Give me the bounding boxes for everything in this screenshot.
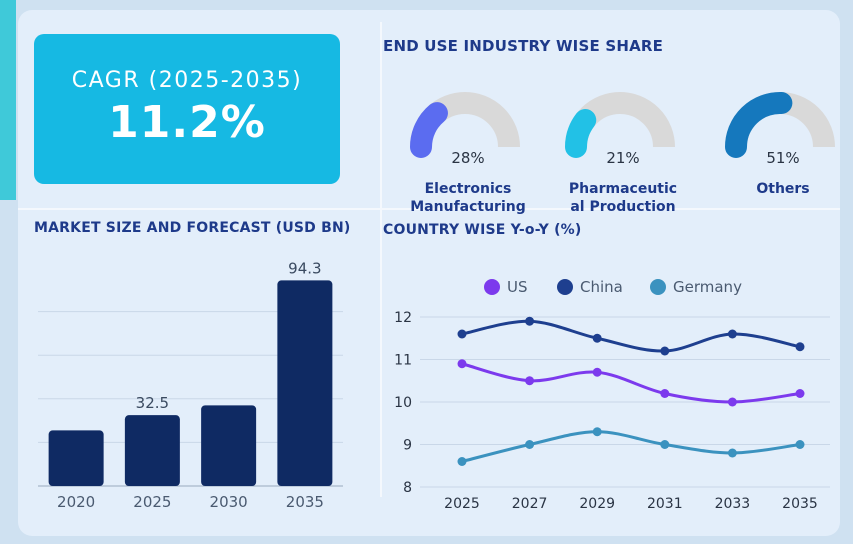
series-point-germany (525, 440, 535, 449)
x-tick-label: 2027 (512, 496, 548, 512)
bar-value-label: 32.5 (136, 394, 169, 412)
legend-label: US (507, 278, 528, 296)
gauge-label: Others (756, 181, 809, 197)
gauge-label: al Production (570, 199, 675, 215)
vertical-divider (380, 22, 382, 497)
x-tick-label: 2031 (647, 496, 683, 512)
bar-2020 (48, 430, 104, 486)
infographic-card: CAGR (2025-2035) 11.2% END USE INDUSTRY … (18, 10, 840, 536)
series-point-germany (457, 457, 467, 466)
gauge-label: Electronics (425, 181, 512, 197)
gauge-value: 21% (606, 149, 639, 167)
cagr-value: 11.2% (108, 97, 266, 148)
series-point-germany (660, 440, 670, 449)
series-point-china (795, 342, 805, 352)
legend-marker-us (484, 279, 500, 295)
x-tick-label: 2025 (133, 493, 171, 511)
gauge-fill-2 (565, 109, 597, 158)
country-line-chart: 8 9 10 11 12 2025 2027 2029 2031 2033 2035 US China G… (394, 278, 830, 512)
bar-2035 (277, 280, 333, 486)
x-tick-label: 2035 (782, 496, 818, 512)
series-point-us (525, 376, 535, 386)
bar-2025 (124, 415, 180, 486)
x-tick-label: 2025 (444, 496, 480, 512)
series-point-us (457, 359, 467, 369)
series-point-germany (795, 440, 805, 449)
series-point-us (727, 397, 737, 407)
market-title: MARKET SIZE AND FORECAST (USD BN) (34, 220, 351, 236)
gauge-value: 51% (766, 149, 799, 167)
series-line-germany (461, 430, 801, 463)
series-point-china (660, 346, 670, 356)
cagr-label: CAGR (2025-2035) (71, 68, 303, 93)
end-use-title: END USE INDUSTRY WISE SHARE (383, 37, 664, 55)
end-use-gauges: 28% Electronics Manufacturing 21% Pharmaceut… (410, 92, 835, 215)
gauge-fill-3 (725, 92, 793, 158)
series-point-germany (592, 427, 602, 437)
series-point-china (727, 329, 737, 339)
x-tick-label: 2020 (57, 493, 95, 511)
x-tick-label: 2029 (579, 496, 615, 512)
y-tick-label: 11 (394, 353, 412, 369)
series-point-china (525, 316, 535, 326)
legend-marker-china (557, 279, 573, 295)
gauge-label: Pharmaceutic (569, 181, 677, 197)
gauge-label: Manufacturing (410, 199, 526, 215)
country-title: COUNTRY WISE Y-o-Y (%) (383, 222, 582, 238)
series-point-us (795, 389, 805, 398)
legend-label: China (580, 278, 623, 296)
gauge-fill-1 (410, 102, 448, 158)
x-tick-label: 2035 (286, 493, 324, 511)
y-tick-label: 12 (394, 310, 412, 326)
y-tick-label: 10 (394, 395, 412, 411)
legend-marker-germany (650, 279, 666, 295)
series-point-china (592, 333, 602, 343)
series-point-us (592, 367, 602, 377)
bar-value-label: 94.3 (288, 259, 321, 277)
series-line-china (461, 319, 801, 353)
x-tick-label: 2030 (210, 493, 248, 511)
bar-2030 (201, 405, 257, 486)
series-point-china (457, 329, 467, 339)
y-tick-label: 9 (403, 438, 412, 454)
cagr-box: CAGR (2025-2035) 11.2% (34, 34, 340, 184)
legend-label: Germany (673, 278, 742, 296)
left-accent-strip (0, 0, 16, 200)
gauge-value: 28% (451, 149, 484, 167)
market-bar-chart: 2020 2025 32.5 2030 2035 94.3 (38, 259, 343, 511)
series-point-germany (727, 448, 737, 458)
series-line-us (461, 362, 801, 404)
y-tick-label: 8 (403, 480, 412, 496)
x-tick-label: 2033 (715, 496, 751, 512)
horizontal-divider (18, 208, 840, 210)
series-point-us (660, 389, 670, 398)
